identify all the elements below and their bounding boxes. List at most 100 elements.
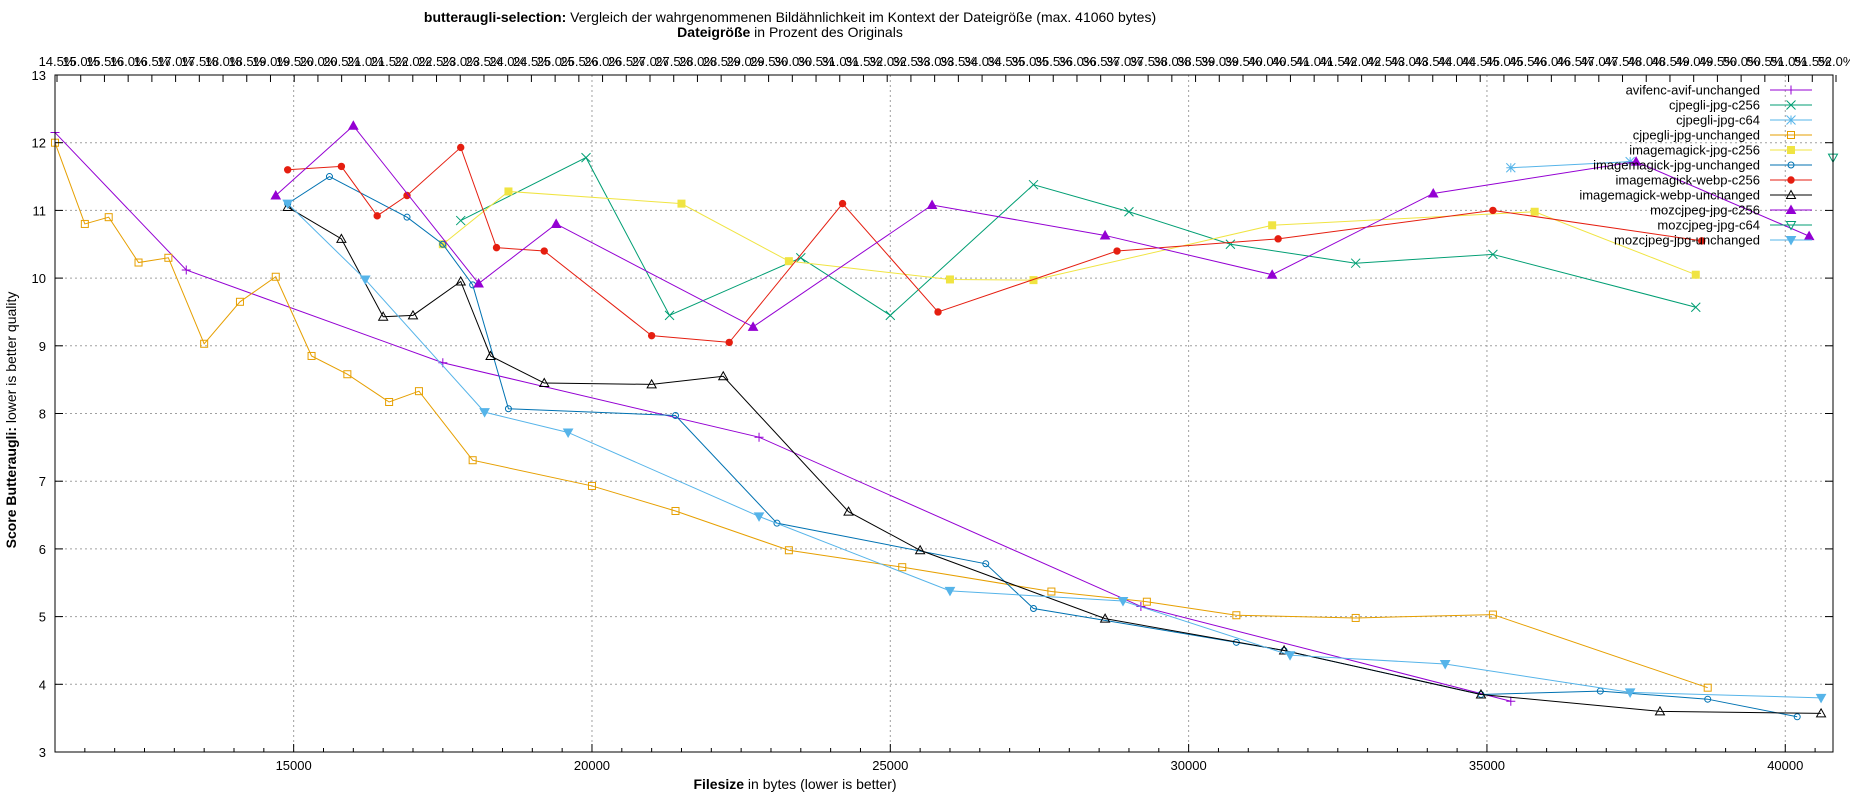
point-marker — [403, 191, 411, 200]
chart-title: butteraugli-selection: Vergleich der wah… — [424, 9, 1156, 25]
point-marker — [271, 272, 280, 281]
y-axis-label: Score Butteraugli: lower is better quali… — [3, 292, 19, 549]
point-marker — [795, 252, 806, 263]
y-tick-label: 4 — [39, 677, 46, 692]
point-marker — [1350, 258, 1361, 269]
series-mozcjpeg-jpg-unchanged — [282, 199, 1827, 704]
point-marker — [664, 310, 675, 321]
point-marker — [439, 240, 447, 248]
y-tick-label: 10 — [32, 271, 46, 286]
point-marker — [104, 213, 113, 222]
point-marker — [455, 215, 466, 226]
top-tick-label: 49.5% — [1699, 54, 1736, 69]
top-tick-label: 15.0% — [62, 54, 99, 69]
point-marker — [1691, 270, 1700, 279]
top-tick-label: 51.5% — [1794, 54, 1831, 69]
point-marker — [647, 331, 656, 340]
top-tick-label: 35.0% — [1011, 54, 1048, 69]
point-marker — [1793, 713, 1801, 721]
point-marker — [1274, 235, 1282, 243]
top-tick-label: 45.0% — [1485, 54, 1522, 69]
top-tick-label: 24.5% — [513, 54, 550, 69]
top-tick-label: 26.0% — [584, 54, 621, 69]
point-marker — [838, 199, 847, 208]
point-marker — [898, 563, 907, 572]
point-marker — [1113, 247, 1121, 255]
point-marker — [550, 218, 562, 228]
top-tick-label: 22.0% — [394, 54, 431, 69]
series-line — [54, 132, 1511, 702]
top-tick-label: 36.5% — [1082, 54, 1119, 69]
point-marker — [1815, 707, 1827, 718]
top-tick-label: 20.0% — [299, 54, 336, 69]
series-line — [287, 175, 1798, 718]
top-tick-label: 42.5% — [1367, 54, 1404, 69]
top-tick-label: 17.0% — [157, 54, 194, 69]
point-marker — [784, 546, 793, 555]
point-marker — [1704, 695, 1712, 703]
point-marker — [1124, 206, 1134, 217]
point-marker — [725, 338, 733, 347]
point-marker — [504, 187, 513, 196]
point-marker — [385, 397, 394, 406]
point-marker — [307, 351, 316, 360]
point-marker — [753, 512, 765, 522]
point-marker — [181, 265, 191, 275]
point-marker — [1787, 131, 1795, 139]
top-tick-label: 20.5% — [323, 54, 360, 69]
legend-label: mozcjpeg-jpg-c256 — [1650, 203, 1760, 218]
point-marker — [945, 275, 954, 284]
point-marker — [1047, 587, 1056, 596]
point-marker — [1654, 705, 1666, 716]
top-tick-label: 16.5% — [133, 54, 170, 69]
top-tick-label: 19.0% — [252, 54, 289, 69]
point-marker — [468, 456, 477, 465]
series-mozcjpeg-jpg-c256 — [270, 120, 1815, 331]
top-tick-label: 28.5% — [703, 54, 740, 69]
top-tick-label: 47.0% — [1580, 54, 1617, 69]
point-marker — [347, 120, 359, 130]
point-marker — [1785, 189, 1797, 199]
legend-label: mozcjpeg-jpg-unchanged — [1614, 233, 1760, 248]
plot-frame — [54, 74, 1837, 753]
top-tick-label: 32.0% — [869, 54, 906, 69]
x-tick-label: 35000 — [1469, 758, 1505, 773]
point-marker — [1489, 206, 1497, 215]
point-marker — [1099, 613, 1111, 623]
top-tick-label: 49.0% — [1675, 54, 1712, 69]
top-tick-label: 46.5% — [1557, 54, 1594, 69]
point-marker — [1278, 644, 1290, 655]
point-marker — [479, 408, 490, 418]
point-marker — [1506, 696, 1516, 706]
point-marker — [1351, 613, 1360, 622]
point-marker — [540, 247, 548, 255]
point-marker — [80, 219, 89, 228]
top-tick-label: 50.0% — [1723, 54, 1760, 69]
series-line — [287, 206, 1822, 714]
point-marker — [1785, 221, 1797, 231]
top-tick-label: 18.5% — [228, 54, 265, 69]
point-marker — [1427, 187, 1439, 198]
point-marker — [270, 189, 282, 200]
top-tick-label: 31.0% — [821, 54, 858, 69]
point-marker — [1786, 100, 1796, 110]
top-tick-label: 29.0% — [726, 54, 763, 69]
point-marker — [1488, 610, 1497, 619]
y-tick-label: 3 — [39, 745, 46, 760]
top-tick-label: 30.0% — [774, 54, 811, 69]
point-marker — [414, 387, 423, 396]
point-marker — [1625, 156, 1635, 167]
series-imagemagick-jpg-unchanged — [284, 173, 1801, 721]
point-marker — [717, 370, 729, 381]
point-marker — [473, 277, 484, 288]
point-marker — [538, 377, 550, 388]
top-tick-label: 21.5% — [371, 54, 408, 69]
top-tick-label: 25.5% — [560, 54, 597, 69]
series-line — [287, 146, 1702, 343]
x-axis-label: Filesize in bytes (lower is better) — [693, 776, 896, 792]
point-marker — [1284, 651, 1296, 661]
point-marker — [784, 257, 793, 266]
grid-lines — [55, 75, 1833, 752]
point-marker — [336, 233, 347, 243]
point-marker — [944, 586, 956, 597]
